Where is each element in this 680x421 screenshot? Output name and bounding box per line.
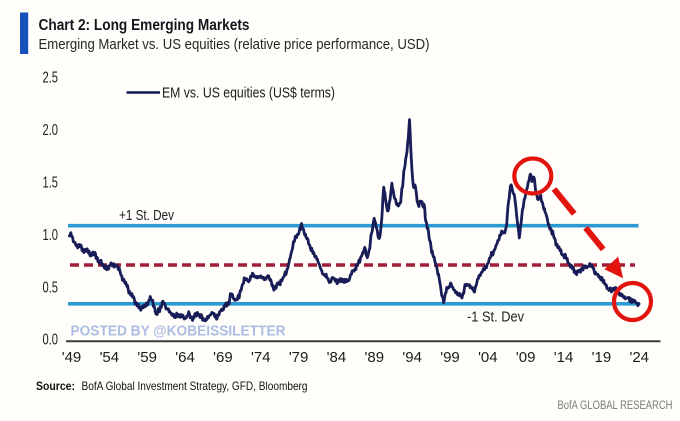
svg-text:Source:: Source: — [36, 379, 75, 393]
svg-text:EM vs. US equities (US$ terms): EM vs. US equities (US$ terms) — [162, 86, 335, 102]
svg-text:'94: '94 — [402, 349, 422, 366]
svg-text:'59: '59 — [137, 349, 157, 366]
svg-text:'24: '24 — [629, 349, 649, 366]
svg-text:Chart 2: Long Emerging Markets: Chart 2: Long Emerging Markets — [39, 17, 250, 34]
svg-text:2.5: 2.5 — [43, 70, 59, 87]
svg-text:'14: '14 — [554, 349, 574, 366]
svg-text:+1 St. Dev: +1 St. Dev — [119, 207, 174, 224]
svg-text:'64: '64 — [175, 349, 195, 366]
svg-text:'49: '49 — [62, 349, 82, 366]
svg-text:-1 St. Dev: -1 St. Dev — [467, 309, 524, 326]
svg-text:2.0: 2.0 — [43, 122, 59, 139]
svg-text:'99: '99 — [440, 349, 460, 366]
svg-text:BofA Global Investment Strateg: BofA Global Investment Strategy, GFD, Bl… — [82, 379, 308, 393]
svg-text:'69: '69 — [213, 349, 233, 366]
svg-text:POSTED BY @KOBEISSILETTER: POSTED BY @KOBEISSILETTER — [71, 324, 286, 340]
svg-text:1.5: 1.5 — [43, 175, 59, 192]
svg-text:1.0: 1.0 — [43, 227, 59, 244]
svg-text:BofA GLOBAL RESEARCH: BofA GLOBAL RESEARCH — [558, 400, 673, 412]
svg-text:'89: '89 — [365, 349, 385, 366]
svg-text:'84: '84 — [327, 349, 347, 366]
svg-text:'54: '54 — [100, 349, 120, 366]
svg-text:'19: '19 — [592, 349, 612, 366]
svg-text:Emerging Market vs. US equitie: Emerging Market vs. US equities (relativ… — [39, 36, 430, 53]
svg-text:0.5: 0.5 — [43, 280, 59, 297]
svg-text:'79: '79 — [289, 349, 309, 366]
svg-text:'09: '09 — [516, 349, 536, 366]
svg-text:'04: '04 — [478, 349, 498, 366]
svg-text:0.0: 0.0 — [43, 332, 59, 349]
svg-text:'74: '74 — [251, 349, 271, 366]
